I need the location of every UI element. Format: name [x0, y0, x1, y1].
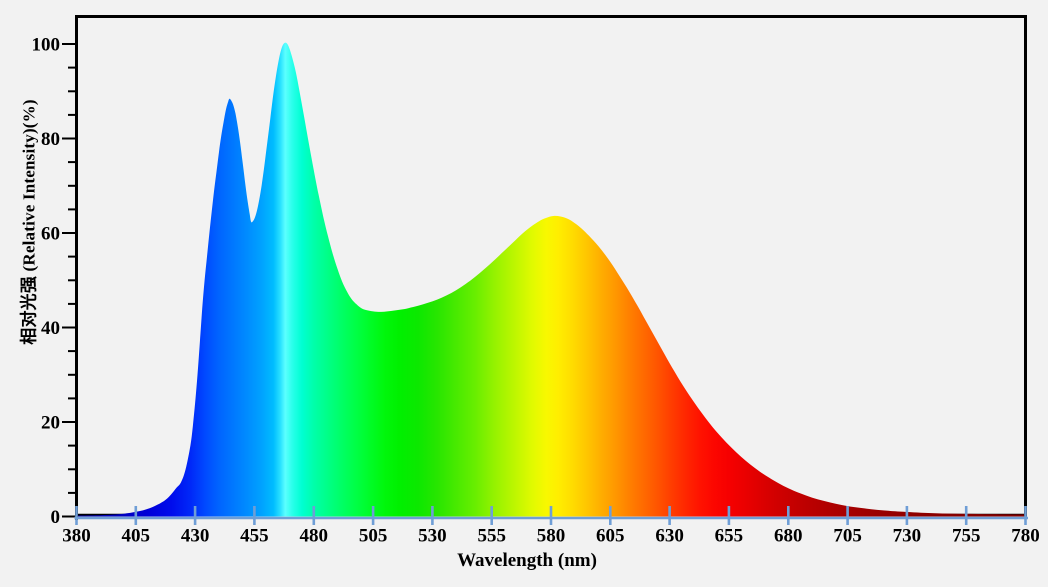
x-tick-label-755: 755 — [952, 526, 981, 547]
y-axis-title: 相对光强 (Relative Intensity)(%) — [19, 99, 39, 345]
x-tick-label-530: 530 — [418, 526, 447, 547]
x-axis-ticks — [75, 506, 1027, 525]
x-axis-title: Wavelength (nm) — [457, 550, 597, 571]
x-tick-label-655: 655 — [715, 526, 744, 547]
x-tick-label-405: 405 — [122, 526, 151, 547]
y-tick-label-20: 20 — [41, 413, 60, 434]
y-tick-label-60: 60 — [41, 224, 60, 245]
x-axis-tick-labels: 380 405 430 455 480 505 530 555 580 605 630 655 680 7… — [62, 526, 1040, 547]
y-tick-label-80: 80 — [41, 129, 60, 150]
y-tick-label-40: 40 — [41, 318, 60, 339]
y-tick-label-100: 100 — [32, 35, 61, 56]
x-tick-label-380: 380 — [62, 526, 91, 547]
x-tick-label-680: 680 — [774, 526, 803, 547]
x-tick-label-455: 455 — [240, 526, 269, 547]
y-axis-ticks — [62, 43, 75, 518]
x-tick-label-730: 730 — [893, 526, 922, 547]
x-tick-label-505: 505 — [359, 526, 388, 547]
x-tick-label-580: 580 — [537, 526, 566, 547]
spectrum-area — [76, 42, 1026, 517]
x-tick-label-705: 705 — [833, 526, 862, 547]
x-tick-label-480: 480 — [300, 526, 329, 547]
y-tick-label-0: 0 — [51, 507, 61, 528]
y-axis-tick-labels: 0 20 40 60 80 100 — [32, 35, 61, 529]
x-tick-label-605: 605 — [596, 526, 625, 547]
plot-frame — [75, 15, 1027, 520]
x-tick-label-555: 555 — [477, 526, 506, 547]
x-tick-label-630: 630 — [655, 526, 684, 547]
x-tick-label-780: 780 — [1011, 526, 1040, 547]
x-tick-label-430: 430 — [181, 526, 210, 547]
